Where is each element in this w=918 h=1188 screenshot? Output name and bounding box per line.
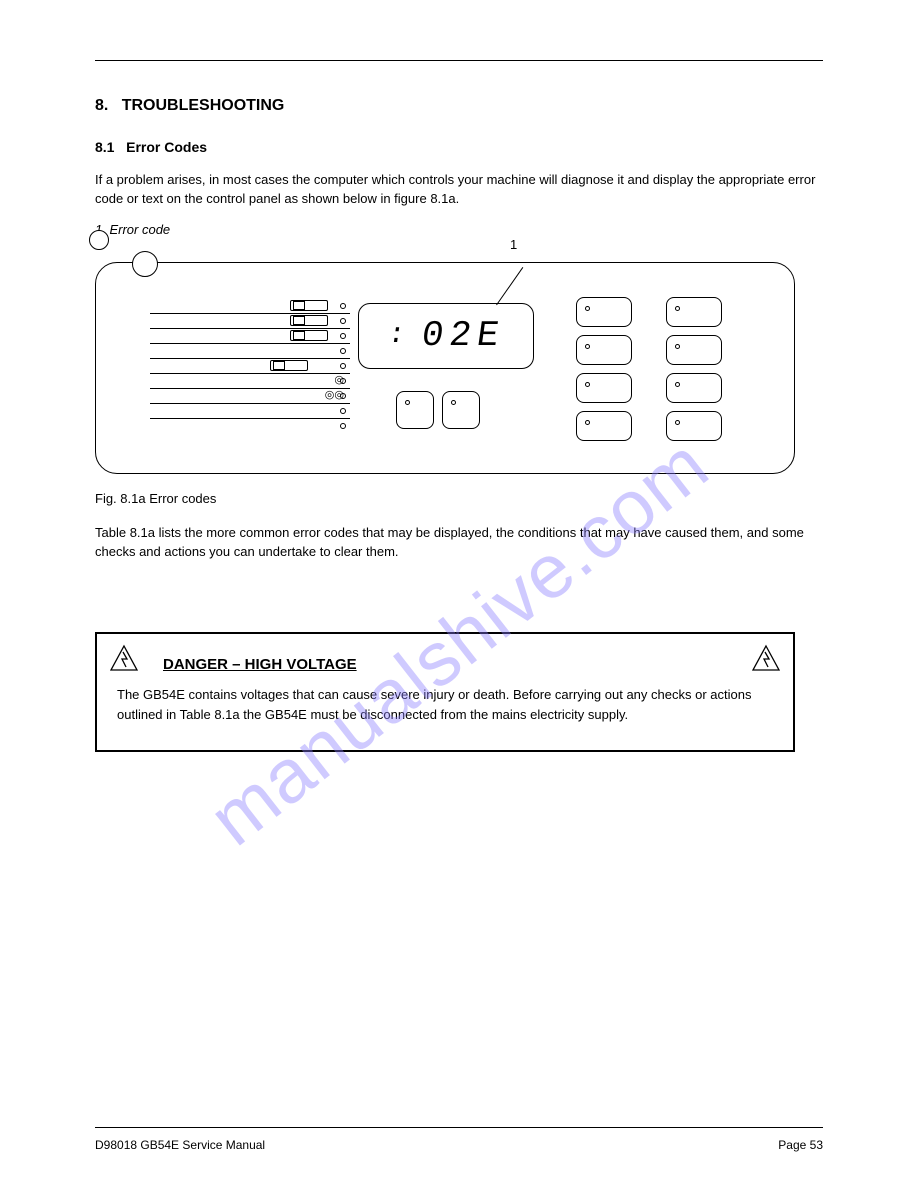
callout-number: 1 xyxy=(510,237,517,252)
panel-button-small[interactable] xyxy=(396,391,434,429)
decor-circle xyxy=(89,230,109,250)
intro-paragraph: If a problem arises, in most cases the c… xyxy=(95,171,823,209)
section-title: TROUBLESHOOTING xyxy=(122,97,285,114)
panel-button[interactable] xyxy=(666,335,722,365)
lcd-display: : 02E xyxy=(358,303,534,369)
lcd-colon: : xyxy=(386,320,413,351)
control-panel: 1 ◎ ◎◎ : 02E xyxy=(95,262,795,474)
panel-button[interactable] xyxy=(666,373,722,403)
panel-button[interactable] xyxy=(576,373,632,403)
subsection-number: 8.1 xyxy=(95,139,114,155)
footer-rule xyxy=(95,1127,823,1128)
section-heading: 8. TROUBLESHOOTING xyxy=(95,97,823,115)
warning-box: DANGER – HIGH VOLTAGE The GB54E contains… xyxy=(95,632,795,752)
panel-button[interactable] xyxy=(666,297,722,327)
footer-page-no: Page 53 xyxy=(778,1138,823,1152)
panel-figure: 1 ◎ ◎◎ : 02E xyxy=(95,262,789,474)
page-footer: D98018 GB54E Service Manual Page 53 xyxy=(95,1138,823,1152)
panel-button[interactable] xyxy=(576,411,632,441)
panel-button[interactable] xyxy=(576,297,632,327)
callout-desc: Error code xyxy=(109,222,170,237)
warning-heading: DANGER – HIGH VOLTAGE xyxy=(163,650,773,673)
panel-button[interactable] xyxy=(576,335,632,365)
figure-caption: Fig. 8.1a Error codes xyxy=(95,490,823,509)
lcd-value: 02E xyxy=(419,315,508,356)
decor-circle xyxy=(132,251,158,277)
shock-hazard-icon xyxy=(751,644,781,674)
indicator-block: ◎ ◎◎ xyxy=(150,299,350,434)
warning-body: The GB54E contains voltages that can cau… xyxy=(117,685,773,724)
section-number: 8. xyxy=(95,97,108,114)
footer-doc-id: D98018 GB54E Service Manual xyxy=(95,1138,265,1152)
callout-line xyxy=(496,267,523,305)
table-lead-paragraph: Table 8.1a lists the more common error c… xyxy=(95,524,823,562)
shock-hazard-icon xyxy=(109,644,139,674)
callout-legend: 1 Error code xyxy=(95,221,823,240)
subsection-title: Error Codes xyxy=(126,139,207,155)
subsection-heading: 8.1 Error Codes xyxy=(95,139,823,155)
panel-button[interactable] xyxy=(666,411,722,441)
panel-button-small[interactable] xyxy=(442,391,480,429)
